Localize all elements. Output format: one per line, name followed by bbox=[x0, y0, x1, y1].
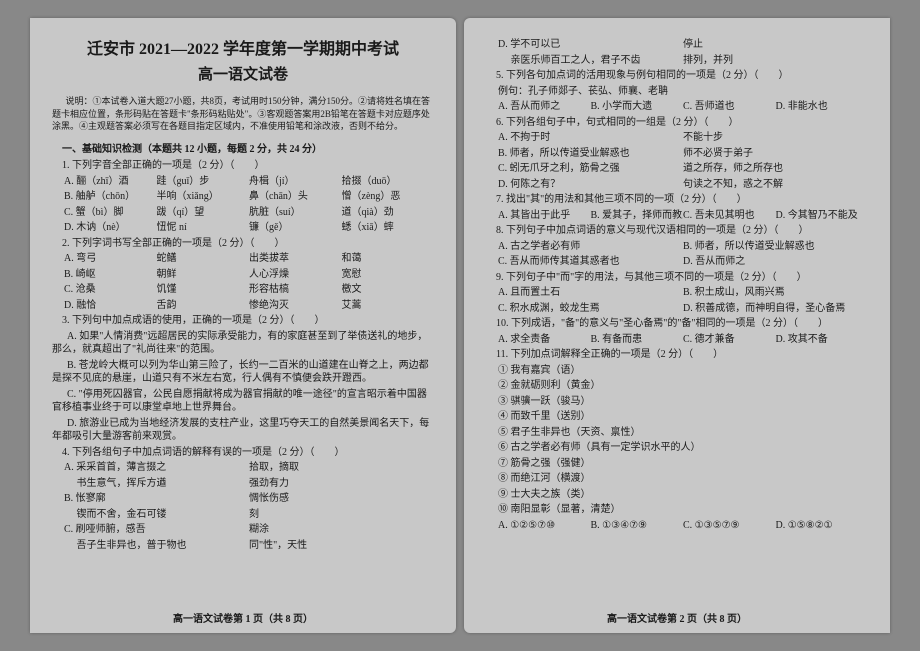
q11-item-5: ⑤ 君子生非异也（天资、禀性） bbox=[486, 426, 868, 441]
question-2: 2. 下列字词书写全部正确的一项是（2 分）（ ） bbox=[52, 237, 434, 252]
q3-opt-c: C. "停用死囚器官，公民自愿捐献将成为器官捐献的唯一途径"的宣言昭示着中国器官… bbox=[52, 388, 434, 415]
q6-row-c: C. 蚓无爪牙之利，筋骨之强道之所存，师之所存也 bbox=[486, 162, 868, 177]
title-sub: 高一语文试卷 bbox=[52, 65, 434, 87]
q4d-row-2: 亲医乐师百工之人，君子不齿排列，并列 bbox=[486, 54, 868, 69]
question-7: 7. 找出"其"的用法和其他三项不同的一项（2 分）（ ） bbox=[486, 193, 868, 208]
q11-item-8: ⑧ 而绝江河（横渡） bbox=[486, 472, 868, 487]
q11-item-9: ⑨ 士大夫之族（类） bbox=[486, 488, 868, 503]
question-5: 5. 下列各句加点词的活用现象与例句相同的一项是（2 分）（ ） bbox=[486, 69, 868, 84]
q1-row-a: A. 酾（zhī）酒跬（guǐ）步舟楫（jí）拾掇（duō） bbox=[52, 175, 434, 190]
q4-row-4: 锲而不舍，金石可镂刻 bbox=[52, 508, 434, 523]
q11-item-1: ① 我有嘉宾（语） bbox=[486, 364, 868, 379]
q6-row-b: B. 师者，所以传道受业解惑也师不必贤于弟子 bbox=[486, 147, 868, 162]
q3-opt-b: B. 苍龙岭大概可以列为华山第三险了，长约一二百米的山道建在山脊之上，两边都是探… bbox=[52, 359, 434, 386]
q11-item-10: ⑩ 南阳显彰（显著，清楚） bbox=[486, 503, 868, 518]
q9-row-1: A. 且而置土石B. 积土成山，风雨兴焉 bbox=[486, 286, 868, 301]
exam-page-right: D. 学不可以已停止 亲医乐师百工之人，君子不齿排列，并列 5. 下列各句加点词… bbox=[464, 18, 890, 633]
section-1-head: 一、基础知识检测（本题共 12 小题，每题 2 分，共 24 分） bbox=[52, 143, 434, 158]
q2-row-c: C. 沧桑饥馑形容枯槁檄文 bbox=[52, 283, 434, 298]
question-6: 6. 下列各组句子中，句式相同的一组是（2 分）（ ） bbox=[486, 116, 868, 131]
q1-row-c: C. 蟹（bì）脚跋（qí）望肮脏（suí）道（qià）劲 bbox=[52, 206, 434, 221]
q1-row-b: B. 舳舻（chōn）半响（xiǎng）鼻（chān）头憎（zèng）恶 bbox=[52, 190, 434, 205]
q5-example: 例句：孔子师郯子、苌弘、师襄、老聃 bbox=[486, 85, 868, 100]
q4-row-5: C. 刷哑师腑，感吾糊涂 bbox=[52, 523, 434, 538]
page-footer-left: 高一语文试卷第 1 页（共 8 页） bbox=[30, 613, 456, 628]
question-11: 11. 下列加点词解释全正确的一项是（2 分）（ ） bbox=[486, 348, 868, 363]
question-1: 1. 下列字音全部正确的一项是（2 分）（ ） bbox=[52, 159, 434, 174]
q6-row-d: D. 何陈之有？句读之不知，惑之不解 bbox=[486, 178, 868, 193]
q11-item-3: ③ 骐骥一跃（骏马） bbox=[486, 395, 868, 410]
question-8: 8. 下列句子中加点词语的意义与现代汉语相同的一项是（2 分）（ ） bbox=[486, 224, 868, 239]
question-10: 10. 下列成语，"备"的意义与"圣心备焉"的"备"相同的一项是（2 分）（ ） bbox=[486, 317, 868, 332]
q11-answers: A. ①②⑤⑦⑩B. ①③④⑦⑨C. ①③⑤⑦⑨D. ①⑤⑧②① bbox=[486, 519, 868, 534]
q8-row-1: A. 古之学者必有师B. 师者，所以传道受业解惑也 bbox=[486, 240, 868, 255]
instructions: 说明：①本试卷入道大题27小题，共8页，考试用时150分钟，满分150分。②请将… bbox=[52, 95, 434, 133]
q6-row-a: A. 不拘于时不能十步 bbox=[486, 131, 868, 146]
title-main: 迁安市 2021—2022 学年度第一学期期中考试 bbox=[52, 38, 434, 61]
q11-item-4: ④ 而致千里（送别） bbox=[486, 410, 868, 425]
q8-row-2: C. 吾从而师传其道其惑者也D. 吾从而师之 bbox=[486, 255, 868, 270]
question-3: 3. 下列句中加点成语的使用，正确的一项是（2 分）（ ） bbox=[52, 314, 434, 329]
q4-row-6: 吾子生非异也，普于物也同"性"，天性 bbox=[52, 539, 434, 554]
q4d-row-1: D. 学不可以已停止 bbox=[486, 38, 868, 53]
q3-opt-a: A. 如果"人情消费"远超居民的实际承受能力，有的家庭甚至到了举债送礼的地步，那… bbox=[52, 330, 434, 357]
q2-row-a: A. 弯弓蛇鳝出类拔萃和蔼 bbox=[52, 252, 434, 267]
q2-row-d: D. 融恰舌韵惨绝沟灭艾蒿 bbox=[52, 299, 434, 314]
question-9: 9. 下列句子中"而"字的用法，与其他三项不同的一项是（2 分）（ ） bbox=[486, 271, 868, 286]
q9-row-2: C. 积水成渊，蛟龙生焉D. 积善成德，而神明自得，圣心备焉 bbox=[486, 302, 868, 317]
q1-row-d: D. 木讷（nè）忸怩 ní镰（gě）蟋（xiā）蟀 bbox=[52, 221, 434, 236]
question-4: 4. 下列各组句子中加点词语的解释有误的一项是（2 分）（ ） bbox=[52, 446, 434, 461]
q5-opts: A. 吾从而师之B. 小学而大遗C. 吾师道也D. 非能水也 bbox=[486, 100, 868, 115]
q7-opts: A. 其皆出于此乎B. 爱其子，择师而教之C. 吾未见其明也D. 今其智乃不能及 bbox=[486, 209, 868, 224]
q11-item-7: ⑦ 筋骨之强（强健） bbox=[486, 457, 868, 472]
q4-row-2: 书生意气，挥斥方遒强劲有力 bbox=[52, 477, 434, 492]
page-footer-right: 高一语文试卷第 2 页（共 8 页） bbox=[464, 613, 890, 628]
q4-row-3: B. 怅寥廓惆怅伤感 bbox=[52, 492, 434, 507]
exam-page-left: 迁安市 2021—2022 学年度第一学期期中考试 高一语文试卷 说明：①本试卷… bbox=[30, 18, 456, 633]
q4-row-1: A. 采采首首，薄言掇之拾取，摘取 bbox=[52, 461, 434, 476]
q3-opt-d: D. 旅游业已成为当地经济发展的支柱产业，这里巧夺天工的自然美景闻名天下，每年都… bbox=[52, 417, 434, 444]
q11-item-2: ② 金就砺则利（黄金） bbox=[486, 379, 868, 394]
q11-item-6: ⑥ 古之学者必有师（具有一定学识水平的人） bbox=[486, 441, 868, 456]
q10-opts: A. 求全责备B. 有备而患C. 德才兼备D. 攻其不备 bbox=[486, 333, 868, 348]
q2-row-b: B. 崎岖朝鲜人心浮燥宽慰 bbox=[52, 268, 434, 283]
